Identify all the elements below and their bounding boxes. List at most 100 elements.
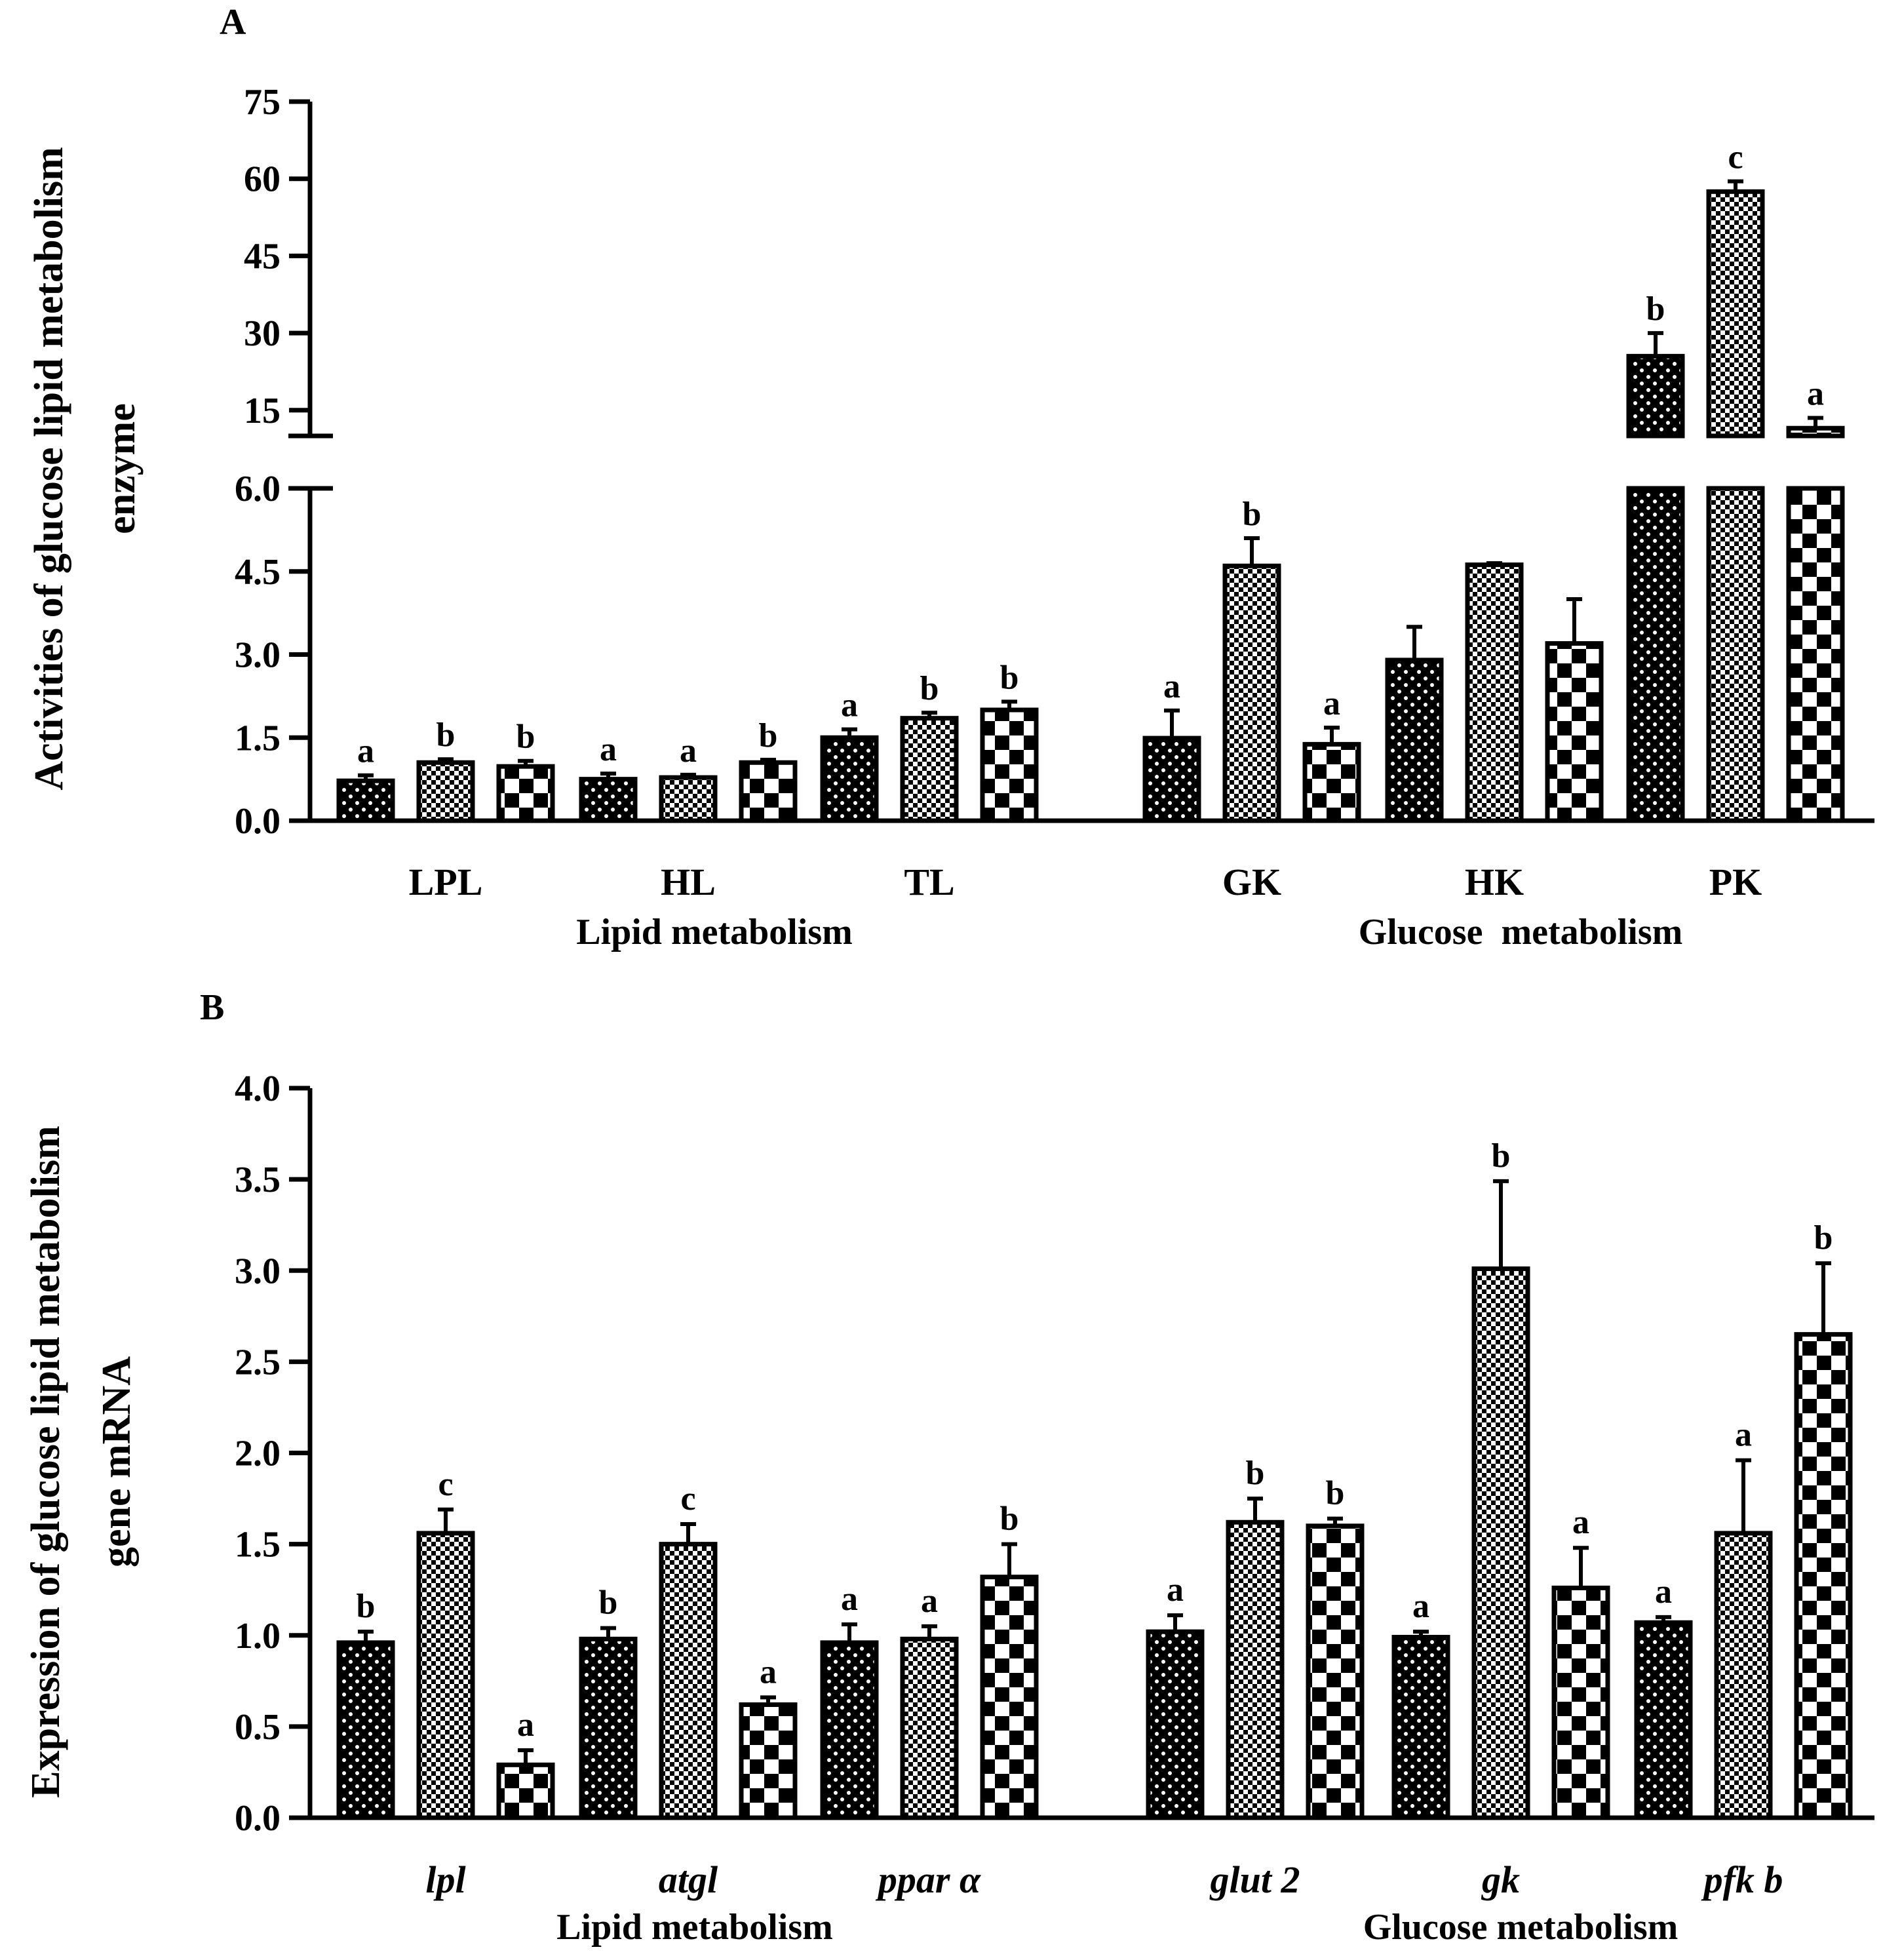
panel-a-ytick-label: 75 — [244, 82, 281, 123]
panel-b-bar — [579, 1636, 638, 1820]
panel-a-cat-pk: PK — [1709, 861, 1762, 903]
panel-b-bars: b b a a a a c c a b b a a a b b a b — [336, 1137, 1853, 1820]
panel-b-bar — [1471, 1266, 1530, 1820]
panel-a-significance-letter: b — [1000, 659, 1019, 696]
panel-a-ylabel-line1: Activities of glucose lipid metabolism — [27, 147, 71, 791]
panel-a-ytick-label: 0.0 — [235, 801, 281, 842]
panel-a-bar-lower-segment — [1706, 486, 1765, 823]
panel-b-bar — [416, 1531, 475, 1820]
panel-a-bar — [1786, 425, 1845, 439]
panel-a-ylabel-line2: enzyme — [99, 403, 144, 534]
panel-a-bar — [416, 760, 475, 823]
panel-b-bar — [980, 1575, 1039, 1820]
panel-b-significance-letter: a — [1735, 1417, 1752, 1454]
panel-a-cat-lpl: LPL — [409, 861, 483, 903]
panel-b-ytick-label: 2.5 — [235, 1342, 281, 1382]
panel-a-bar — [496, 764, 555, 823]
panel-b-cat-pfkb: pfk b — [1701, 1858, 1783, 1901]
panel-a-significance-letter: b — [920, 670, 939, 707]
panel-a-bar — [1222, 563, 1281, 823]
panel-a-bar — [1385, 657, 1444, 823]
panel-b-ytick-label: 1.0 — [235, 1616, 281, 1656]
panel-a-bar — [1142, 735, 1201, 823]
panel-a-cat-hk: HK — [1465, 861, 1524, 903]
panel-a-significance-letter: c — [1728, 139, 1743, 176]
panel-a-bar — [1545, 641, 1604, 823]
panel-b-significance-letter: c — [680, 1480, 695, 1518]
panel-a-significance-letter: a — [357, 733, 374, 770]
panel-b-bar — [659, 1542, 718, 1820]
panel-b-significance-letter: a — [760, 1653, 777, 1691]
panel-b-cat-atgl: atgl — [659, 1858, 718, 1901]
panel-b-bar — [820, 1640, 879, 1820]
panel-b-significance-letter: a — [1412, 1588, 1429, 1625]
panel-a-bar — [579, 777, 638, 823]
panel-a-ytick-label: 60 — [244, 159, 281, 200]
panel-a-y-ticks: 0.0 1.5 3.0 4.5 6.0 15 30 45 60 75 — [235, 82, 310, 842]
panel-b-bar — [1794, 1332, 1853, 1820]
panel-b-significance-letter: a — [517, 1706, 534, 1744]
panel-a-bar — [1302, 741, 1361, 823]
panel-a-cat-hl: HL — [661, 861, 716, 903]
panel-b-significance-letter: a — [1167, 1571, 1184, 1609]
panel-a-ytick-label: 1.5 — [235, 718, 281, 758]
panel-a-significance-letter: a — [1807, 376, 1824, 413]
panel-a-significance-letter: a — [1163, 668, 1180, 705]
panel-a-significance-letter: a — [1323, 685, 1340, 722]
panel-a-bar — [1465, 562, 1524, 823]
panel-b-ytick-label: 1.5 — [235, 1525, 281, 1565]
panel-a-ytick-label: 6.0 — [235, 469, 281, 509]
panel-a-cat-gk: GK — [1222, 861, 1281, 903]
panel-a-bar — [739, 760, 798, 823]
panel-b-y-ticks: 0.0 0.5 1.0 1.5 2.0 2.5 3.0 3.5 4.0 — [235, 1068, 310, 1839]
panel-b-significance-letter: a — [841, 1580, 858, 1618]
panel-b-bar — [1714, 1531, 1773, 1820]
panel-b-ylabel-line2: gene mRNA — [94, 1356, 139, 1567]
panel-a-ytick-label: 4.5 — [235, 552, 281, 593]
panel-a-bar — [659, 775, 718, 823]
panel-a-bar — [980, 707, 1039, 823]
panel-a-significance-letter: b — [1243, 496, 1262, 533]
panel-b-significance-letter: b — [1326, 1475, 1345, 1512]
panel-a-significance-letter: b — [516, 718, 535, 756]
panel-a-bar — [1626, 353, 1685, 439]
panel-a-label: A — [220, 2, 246, 43]
panel-a-bar — [820, 735, 879, 823]
panel-b-bar — [900, 1636, 959, 1820]
panel-a-axes — [288, 102, 1874, 823]
panel-a-significance-letter: a — [680, 732, 697, 770]
panel-b-bar — [496, 1762, 555, 1820]
panel-b-significance-letter: c — [438, 1466, 453, 1503]
panel-b-cat-glut2: glut 2 — [1209, 1858, 1300, 1901]
panel-a-ytick-label: 30 — [244, 313, 281, 354]
panel-b-ytick-label: 3.5 — [235, 1160, 281, 1200]
panel-b-label: B — [200, 987, 224, 1028]
panel-b-significance-letter: b — [1246, 1455, 1265, 1492]
panel-b-ytick-label: 3.0 — [235, 1251, 281, 1291]
panel-b-significance-letter: b — [599, 1584, 618, 1622]
panel-b-bar — [1226, 1519, 1285, 1820]
panel-b-bar — [739, 1702, 798, 1820]
panel-a-group-glucose: Glucose metabolism — [1359, 912, 1683, 952]
panel-a-ytick-label: 15 — [244, 391, 281, 431]
panel-b-ytick-label: 0.5 — [235, 1707, 281, 1748]
panel-a-significance-letter: b — [759, 717, 778, 755]
panel-a-bars: a a a a b b a b b c b b b a a — [336, 139, 1845, 823]
panel-b-cat-gk: gk — [1481, 1858, 1520, 1901]
panel-b-cat-lpl: lpl — [425, 1858, 466, 1901]
panel-a-bar-lower-segment — [1786, 486, 1845, 823]
panel-b-bar — [1306, 1523, 1365, 1820]
panel-b-group-lipid: Lipid metabolism — [556, 1907, 833, 1948]
panel-a-ytick-label: 45 — [244, 236, 281, 277]
panel-a-bar — [1706, 189, 1765, 439]
panel-b-significance-letter: a — [921, 1582, 938, 1620]
panel-b-ytick-label: 2.0 — [235, 1434, 281, 1474]
panel-a-significance-letter: b — [437, 716, 456, 754]
panel-b-cat-ppar: ppar α — [875, 1858, 981, 1901]
panel-a-bar-lower-segment — [1626, 486, 1685, 823]
panel-a-group-lipid: Lipid metabolism — [576, 912, 853, 952]
panel-a-significance-letter: a — [841, 687, 858, 724]
panel-b-bar — [1391, 1635, 1450, 1820]
panel-b-bar — [1634, 1620, 1693, 1820]
